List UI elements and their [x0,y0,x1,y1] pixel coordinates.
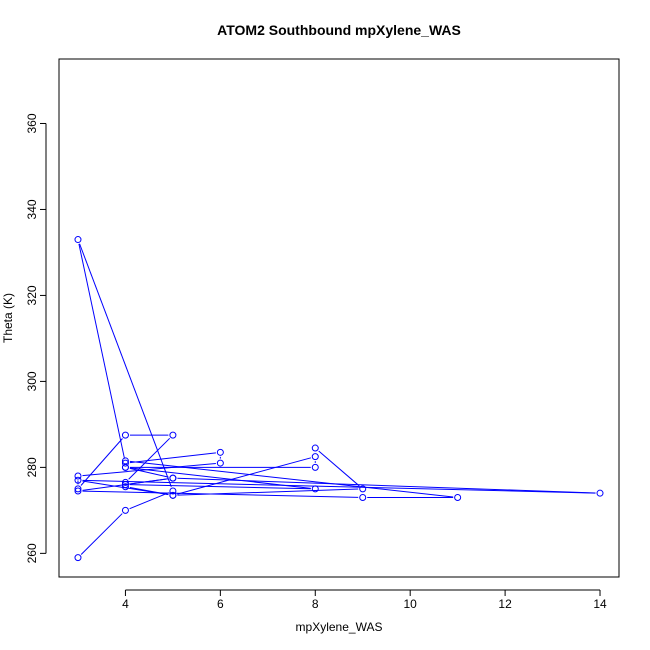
data-point [74,487,82,495]
data-point [311,463,319,471]
x-axis-label: mpXylene_WAS [296,620,383,634]
data-point [454,493,462,501]
series-segment [129,484,311,490]
data-point [359,493,367,501]
data-point [169,474,177,482]
series-segment [128,437,171,480]
x-tick-label: 12 [498,597,512,611]
data-point [121,481,129,489]
series-segment [79,243,172,487]
y-tick-label: 340 [25,199,39,219]
series-segment [129,492,169,510]
data-point [216,448,224,456]
series-segment [318,450,360,487]
series-segment [80,513,123,555]
series-segment [82,462,216,477]
data-point [74,554,82,562]
y-tick-label: 260 [25,543,39,563]
data-point [169,491,177,499]
y-tick-label: 360 [25,113,39,133]
x-axis: 4 6 8 10 12 14 [122,589,607,611]
y-axis-label: Theta (K) [1,293,15,343]
data-point [311,485,319,493]
y-tick-label: 280 [25,457,39,477]
data-point [311,444,319,452]
x-tick-label: 4 [122,597,129,611]
series-segment [129,478,169,485]
data-point [121,483,129,491]
data-point [74,476,82,484]
data-point [74,236,82,244]
plot-area [58,58,620,578]
data-point [121,478,129,486]
data-point [169,431,177,439]
data-point [74,472,82,480]
y-axis: 260 280 300 320 340 360 [25,113,47,563]
data-point [121,506,129,514]
series-layer [77,243,596,555]
series-segment [78,243,125,459]
series-segment [129,452,216,464]
series-segment [82,479,596,494]
series-segment [129,467,169,478]
data-point [74,485,82,493]
points-layer [74,236,604,562]
series-segment [129,460,454,498]
data-point [311,453,319,461]
series-segment [177,488,359,496]
series-segment [82,490,359,498]
data-point [216,459,224,467]
data-point [121,459,129,467]
x-tick-label: 8 [312,597,319,611]
series-segment [177,457,312,495]
y-tick-label: 320 [25,285,39,305]
x-tick-label: 14 [593,597,607,611]
x-tick-label: 10 [404,597,418,611]
chart-title: ATOM2 Southbound mpXylene_WAS [217,22,461,38]
data-point [121,463,129,471]
data-point [121,431,129,439]
x-tick-label: 6 [217,597,224,611]
data-point [596,489,604,497]
series-segment [80,438,123,486]
data-point [169,487,177,495]
data-point [359,485,367,493]
y-tick-label: 300 [25,371,39,391]
series-segment [177,477,596,494]
